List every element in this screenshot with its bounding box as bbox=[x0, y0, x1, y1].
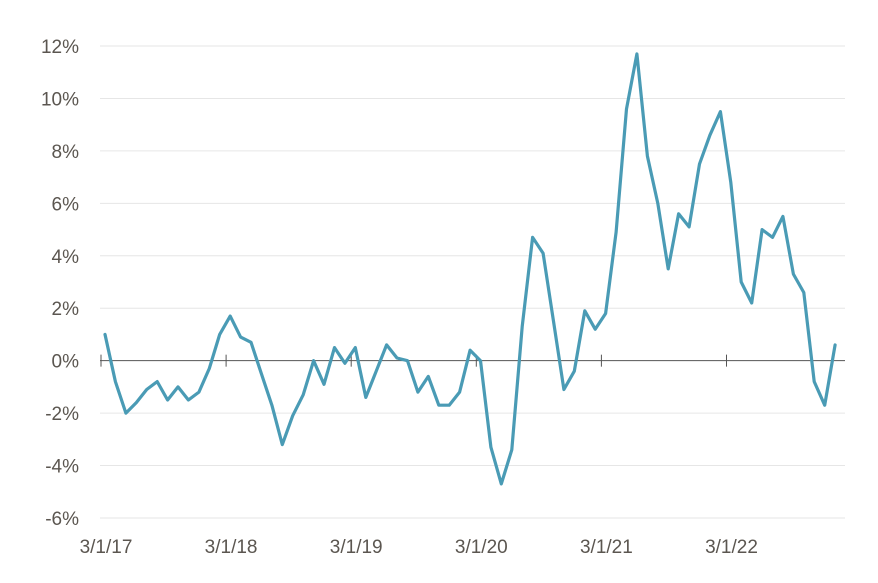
y-tick-label: 4% bbox=[52, 247, 80, 268]
x-tick-label: 3/1/20 bbox=[455, 537, 508, 558]
x-tick-label: 3/1/19 bbox=[330, 537, 383, 558]
x-tick-label: 3/1/17 bbox=[80, 537, 133, 558]
y-tick-label: 10% bbox=[41, 89, 79, 110]
x-tick-label: 3/1/22 bbox=[705, 537, 758, 558]
x-tick-label: 3/1/21 bbox=[580, 537, 633, 558]
y-tick-label: 8% bbox=[52, 142, 80, 163]
x-tick-label: 3/1/18 bbox=[205, 537, 258, 558]
y-tick-label: -6% bbox=[45, 509, 79, 530]
y-tick-label: 2% bbox=[52, 299, 80, 320]
y-tick-label: 0% bbox=[52, 352, 80, 373]
y-tick-label: 6% bbox=[52, 194, 80, 215]
y-tick-label: -4% bbox=[45, 457, 79, 478]
series-line bbox=[103, 52, 837, 486]
y-tick-label: 12% bbox=[41, 37, 79, 58]
grid-lines bbox=[100, 45, 845, 519]
y-tick-label: -2% bbox=[45, 404, 79, 425]
y-axis-ticks: 12% 10% 8% 6% 4% 2% 0% -2% -4% -6% bbox=[41, 37, 79, 530]
x-axis-ticks: 3/1/17 3/1/18 3/1/19 3/1/20 3/1/21 3/1/22 bbox=[80, 354, 758, 558]
